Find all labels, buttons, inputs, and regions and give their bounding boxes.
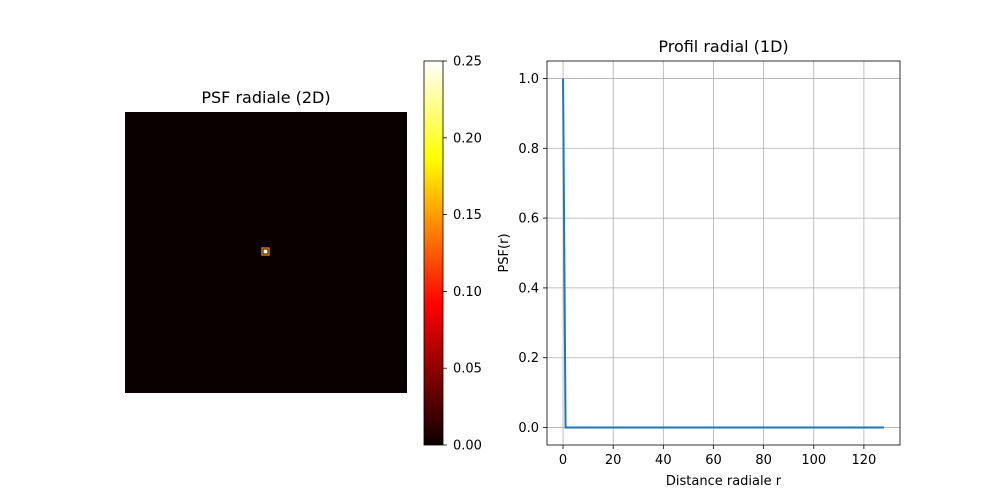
y-tick-label: 0.6 [518, 212, 539, 227]
y-tick-label: 0.0 [518, 421, 539, 436]
psf-2d-peak-halo [261, 247, 270, 256]
x-tick-label: 80 [755, 453, 772, 468]
profile-axes-frame [546, 60, 901, 446]
colorbar-tick-label: 0.20 [453, 131, 482, 146]
x-tick-label: 60 [705, 453, 722, 468]
colorbar: 0.00 0.05 0.10 0.15 0.20 0.25 [423, 55, 482, 454]
x-tick-label: 120 [851, 453, 876, 468]
profile-x-ticks: 0 20 40 60 80 100 120 [559, 445, 876, 468]
psf-2d-peak [263, 249, 268, 254]
colorbar-tick-label: 0.05 [453, 362, 482, 377]
y-tick-label: 0.4 [518, 281, 539, 296]
psf-2d-title: PSF radiale (2D) [201, 88, 330, 107]
colorbar-tick-label: 0.25 [453, 55, 482, 70]
profile-panel: Profil radial (1D) 0 20 40 60 80 100 120 0.00.… [497, 37, 901, 489]
psf-2d-panel: PSF radiale (2D) [125, 88, 407, 393]
profile-xlabel: Distance radiale r [666, 474, 782, 489]
profile-grid [547, 61, 900, 445]
colorbar-tick-label: 0.15 [453, 208, 482, 223]
profile-title: Profil radial (1D) [658, 37, 788, 56]
y-tick-label: 0.2 [518, 351, 539, 366]
colorbar-tick-label: 0.00 [453, 439, 482, 454]
y-tick-label: 1.0 [518, 72, 539, 87]
profile-y-ticks: 0.0 0.2 0.4 0.6 0.8 1.0 [518, 72, 547, 436]
profile-ylabel: PSF(r) [497, 233, 512, 272]
x-tick-label: 100 [801, 453, 826, 468]
colorbar-tick-label: 0.10 [453, 285, 482, 300]
y-tick-label: 0.8 [518, 142, 539, 157]
colorbar-gradient [423, 60, 444, 446]
x-tick-label: 0 [559, 453, 567, 468]
x-tick-label: 40 [655, 453, 672, 468]
colorbar-ticks: 0.00 0.05 0.10 0.15 0.20 0.25 [443, 55, 482, 454]
profile-line-series [562, 78, 884, 429]
x-tick-label: 20 [605, 453, 622, 468]
